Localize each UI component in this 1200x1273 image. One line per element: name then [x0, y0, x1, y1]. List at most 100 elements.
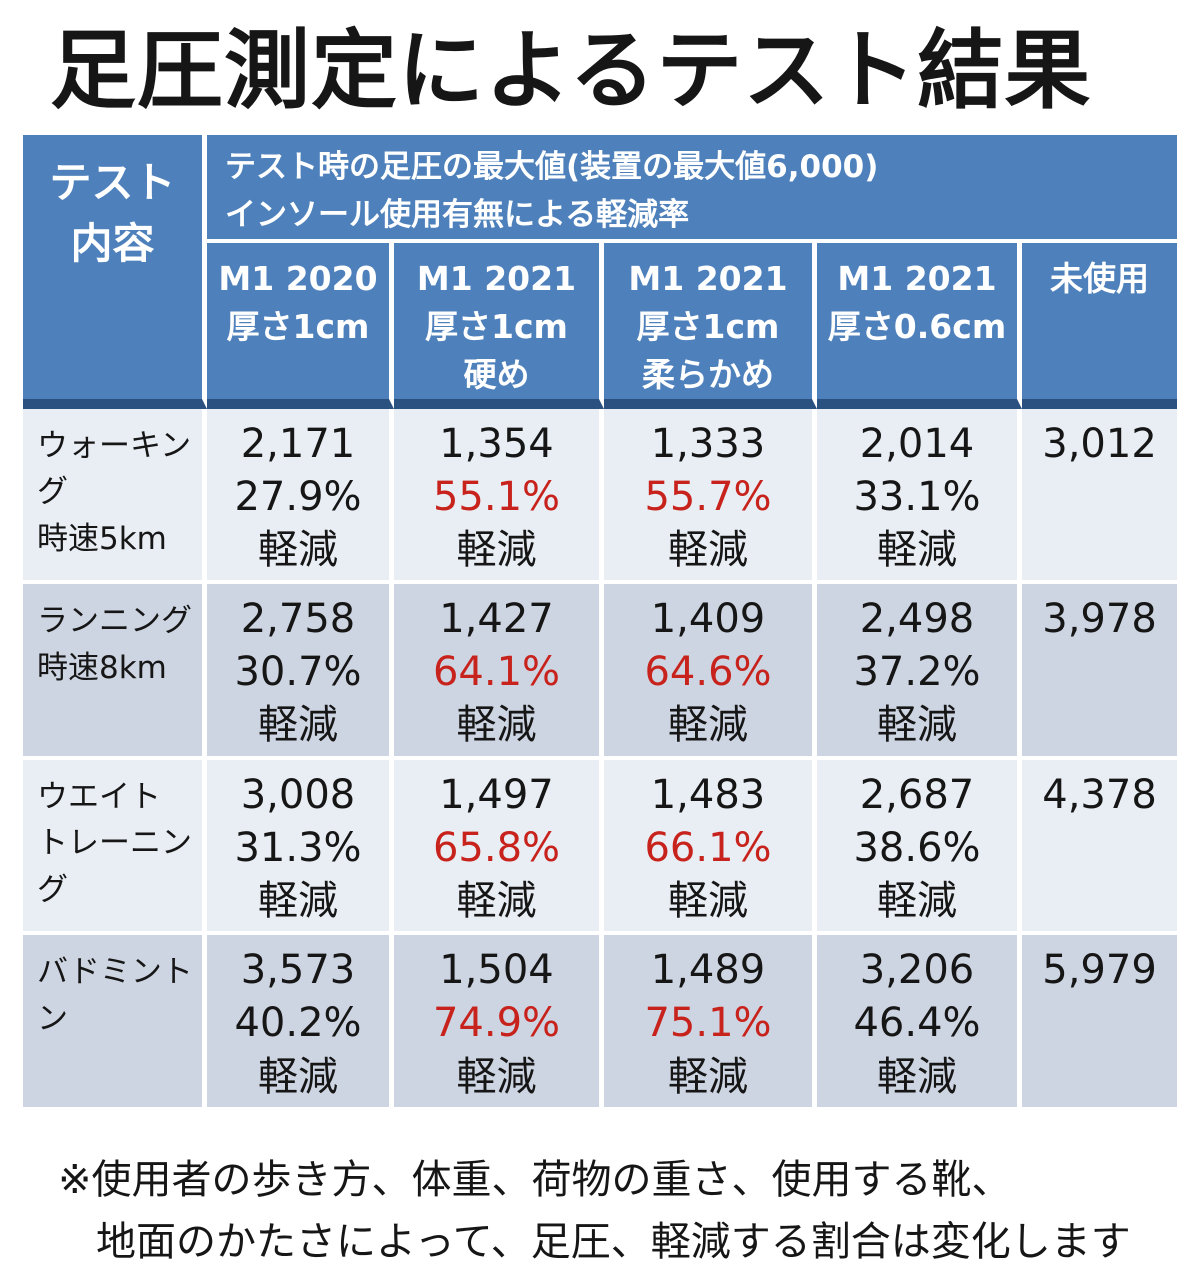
cell-suffix: 軽減	[456, 878, 537, 925]
table-description-line: インソール使用有無による軽減率	[225, 196, 690, 233]
cell-percent: 55.1%	[432, 473, 561, 520]
data-cell: 2,014 33.1% 軽減	[817, 408, 1022, 585]
cell-value: 2,687	[859, 771, 975, 818]
footnote-line: 地面のかたさによって、足圧、軽減する割合は変化します	[96, 1218, 1131, 1265]
footnote: ※使用者の歩き方、体重、荷物の重さ、使用する靴、 地面のかたさによって、足圧、軽…	[58, 1149, 1180, 1273]
row-label-line: ウエイト	[37, 778, 161, 815]
cell-value: 1,489	[650, 947, 766, 994]
data-cell: 1,333 55.7% 軽減	[604, 408, 817, 585]
column-header-line: M1 2021	[628, 258, 788, 298]
footnote-line: ※使用者の歩き方、体重、荷物の重さ、使用する靴、	[58, 1156, 1012, 1203]
cell-percent: 27.9%	[234, 473, 362, 520]
data-cell: 1,497 65.8% 軽減	[394, 759, 604, 936]
column-header-m1-2021-1cm-soft: M1 2021 厚さ1cm 柔らかめ	[604, 242, 817, 409]
row-label-line: ウォーキング	[37, 427, 192, 511]
cell-value: 3,206	[859, 947, 975, 994]
cell-suffix: 軽減	[456, 1053, 537, 1100]
cell-suffix: 軽減	[258, 526, 338, 573]
column-header-unused: 未使用	[1022, 242, 1178, 409]
row-label-line: 時速8km	[37, 649, 167, 686]
column-header-line: 厚さ0.6cm	[827, 306, 1007, 346]
cell-percent: 33.1%	[853, 473, 981, 520]
cell-percent: 65.8%	[432, 824, 561, 871]
column-header-m1-2021-1cm-hard: M1 2021 厚さ1cm 硬め	[394, 242, 604, 409]
row-label-line: トレーニング	[37, 825, 192, 908]
cell-value: 2,014	[859, 420, 975, 467]
cell-percent: 31.3%	[234, 824, 362, 871]
cell-suffix: 軽減	[877, 526, 957, 573]
data-cell-unused: 3,012	[1022, 408, 1178, 585]
cell-suffix: 軽減	[877, 702, 957, 749]
cell-value: 1,333	[650, 420, 766, 467]
cell-value: 2,758	[240, 596, 356, 643]
cell-suffix: 軽減	[258, 1053, 338, 1100]
table-description: テスト時の足圧の最大値(装置の最大値6,000) インソール使用有無による軽減率	[207, 134, 1178, 243]
row-label-line: バドミントン	[37, 954, 193, 1037]
column-header-m1-2020-1cm: M1 2020 厚さ1cm	[207, 242, 394, 409]
cell-value: 1,504	[439, 947, 554, 994]
data-cell: 1,483 66.1% 軽減	[604, 759, 817, 936]
corner-header-line: 内容	[70, 218, 155, 268]
cell-percent: 37.2%	[853, 649, 981, 696]
cell-value: 1,409	[650, 596, 766, 643]
data-cell-unused: 3,978	[1022, 584, 1178, 760]
cell-suffix: 軽減	[877, 1053, 957, 1100]
table-row-weight-training: ウエイト トレーニング 3,008 31.3% 軽減 1,497 65.8% 軽…	[23, 759, 1178, 936]
cell-value: 5,979	[1042, 947, 1157, 994]
cell-value: 3,978	[1042, 596, 1157, 643]
table-row-running: ランニング 時速8km 2,758 30.7% 軽減 1,427 64.1% 軽…	[23, 584, 1178, 760]
column-header-line: 厚さ1cm	[226, 306, 370, 346]
cell-suffix: 軽減	[258, 878, 338, 925]
row-label-walking: ウォーキング 時速5km	[23, 408, 207, 585]
cell-value: 2,171	[240, 420, 356, 467]
cell-value: 1,354	[439, 420, 554, 467]
row-label-line: ランニング	[37, 603, 192, 640]
table-row-badminton: バドミントン 3,573 40.2% 軽減 1,504 74.9% 軽減 1,4…	[23, 935, 1178, 1107]
cell-value: 1,427	[439, 596, 554, 643]
cell-suffix: 軽減	[668, 1053, 748, 1100]
column-header-m1-2021-0-6cm: M1 2021 厚さ0.6cm	[817, 242, 1022, 409]
cell-percent: 55.7%	[644, 473, 772, 520]
cell-value: 3,573	[240, 947, 356, 994]
row-label-running: ランニング 時速8km	[23, 584, 207, 760]
row-label-line: 時速5km	[37, 520, 167, 557]
cell-suffix: 軽減	[668, 526, 748, 573]
row-label-weight-training: ウエイト トレーニング	[23, 759, 207, 936]
cell-percent: 40.2%	[234, 1000, 362, 1047]
data-cell: 1,409 64.6% 軽減	[604, 584, 817, 760]
data-cell: 2,171 27.9% 軽減	[207, 408, 394, 585]
page-title: 足圧測定によるテスト結果	[50, 21, 1092, 121]
column-header-line: M1 2021	[416, 258, 577, 298]
column-header-line: 柔らかめ	[642, 354, 774, 394]
cell-suffix: 軽減	[456, 702, 537, 749]
column-header-line: M1 2021	[837, 258, 997, 298]
results-table: テスト 内容 テスト時の足圧の最大値(装置の最大値6,000) インソール使用有…	[23, 134, 1178, 1107]
cell-percent: 30.7%	[234, 649, 362, 696]
data-cell: 1,504 74.9% 軽減	[394, 935, 604, 1107]
column-header-line: 硬め	[463, 354, 530, 394]
data-cell: 2,758 30.7% 軽減	[207, 584, 394, 760]
cell-value: 1,497	[439, 771, 554, 818]
column-header-line: 厚さ1cm	[425, 306, 568, 346]
cell-percent: 64.6%	[644, 649, 772, 696]
data-cell: 3,008 31.3% 軽減	[207, 759, 394, 936]
data-cell-unused: 4,378	[1022, 759, 1178, 936]
column-header-line: 未使用	[1050, 258, 1150, 298]
cell-percent: 64.1%	[432, 649, 561, 696]
data-cell: 3,573 40.2% 軽減	[207, 935, 394, 1107]
table-row-walking: ウォーキング 時速5km 2,171 27.9% 軽減 1,354 55.1% …	[23, 408, 1178, 585]
cell-suffix: 軽減	[877, 878, 957, 925]
cell-percent: 66.1%	[644, 824, 772, 871]
row-label-badminton: バドミントン	[23, 935, 207, 1107]
data-cell-unused: 5,979	[1022, 935, 1178, 1107]
cell-percent: 38.6%	[853, 824, 981, 871]
cell-value: 1,483	[650, 771, 766, 818]
data-cell: 1,354 55.1% 軽減	[394, 408, 604, 585]
table-description-line: テスト時の足圧の最大値(装置の最大値6,000)	[225, 148, 879, 185]
cell-value: 2,498	[859, 596, 975, 643]
cell-value: 3,008	[240, 771, 356, 818]
cell-value: 3,012	[1042, 420, 1157, 467]
cell-suffix: 軽減	[668, 702, 748, 749]
cell-percent: 46.4%	[853, 1000, 981, 1047]
data-cell: 1,489 75.1% 軽減	[604, 935, 817, 1107]
